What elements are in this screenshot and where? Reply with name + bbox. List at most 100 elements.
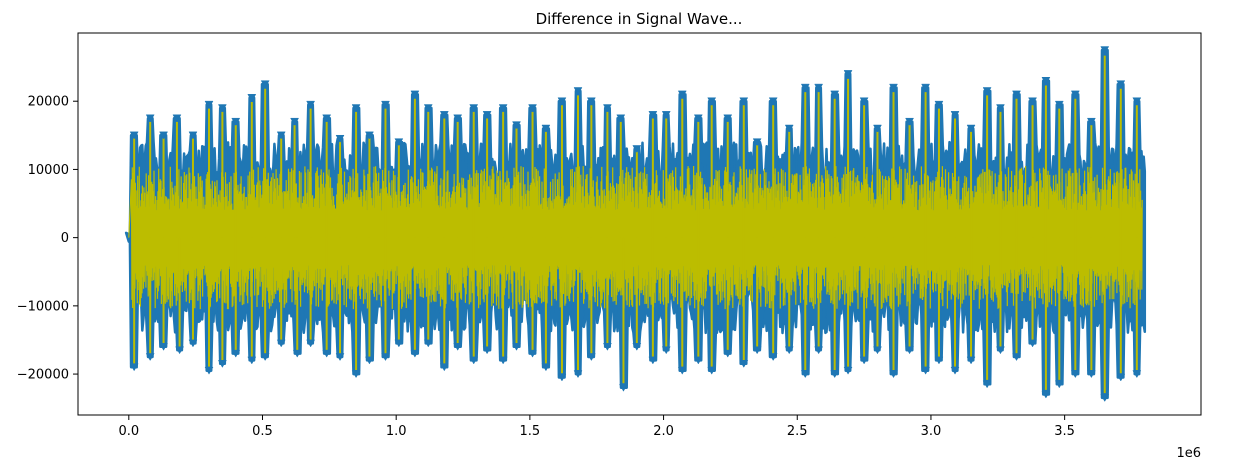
peak-marker	[1086, 117, 1096, 126]
trough-marker	[784, 346, 794, 355]
x-axis: 0.0 0.5 1.0 1.5 2.0 2.5 3.0 3.5	[118, 415, 1075, 439]
trough-marker	[1100, 394, 1110, 402]
trough-marker	[739, 360, 749, 368]
trough-marker	[557, 373, 567, 382]
peak-marker	[322, 114, 332, 123]
peak-marker	[648, 111, 658, 119]
y-tick-label: 10000	[28, 163, 69, 178]
peak-marker	[602, 104, 612, 113]
y-tick-label: 0	[61, 231, 69, 246]
peak-marker	[306, 100, 316, 109]
trough-marker	[950, 366, 960, 375]
trough-marker	[1028, 339, 1037, 348]
trough-marker	[1132, 370, 1142, 379]
peak-marker	[1100, 46, 1110, 55]
trough-marker	[260, 353, 270, 362]
trough-marker	[800, 370, 810, 379]
trough-marker	[677, 366, 687, 375]
trough-marker	[619, 383, 628, 392]
peak-marker	[739, 97, 749, 106]
trough-marker	[541, 363, 551, 372]
trough-marker	[1054, 380, 1064, 389]
trough-marker	[586, 353, 596, 362]
trough-marker	[602, 343, 612, 351]
peak-marker	[693, 114, 703, 123]
peak-marker	[573, 87, 583, 95]
x-tick-label: 0.5	[252, 424, 273, 439]
peak-marker	[541, 124, 551, 133]
peak-marker	[768, 97, 778, 106]
trough-marker	[905, 346, 914, 355]
x-offset-label: 1e6	[1176, 446, 1201, 461]
peak-marker-layer	[129, 46, 1142, 402]
trough-marker	[889, 370, 898, 379]
peak-marker	[814, 83, 824, 92]
trough-marker	[966, 356, 976, 365]
peak-marker	[921, 83, 931, 92]
peak-marker	[528, 104, 537, 113]
chart-title: Difference in Signal Wave...	[536, 10, 743, 28]
peak-marker	[661, 111, 671, 119]
trough-marker	[423, 339, 433, 348]
trough-marker	[335, 353, 345, 362]
peak-marker	[859, 97, 869, 106]
peak-marker	[260, 80, 270, 89]
y-tick-label: −20000	[17, 368, 69, 383]
peak-marker	[247, 94, 257, 102]
trough-marker	[1070, 370, 1080, 379]
peak-marker	[966, 124, 976, 133]
trough-marker	[830, 370, 840, 379]
peak-marker	[394, 138, 404, 147]
peak-marker	[512, 121, 521, 130]
trough-marker	[145, 353, 155, 362]
peak-marker	[351, 104, 361, 113]
peak-marker	[159, 131, 168, 140]
peak-marker	[934, 100, 944, 109]
peak-marker	[381, 100, 390, 109]
trough-marker	[1086, 370, 1096, 379]
peak-marker	[276, 131, 286, 140]
trough-marker	[188, 339, 198, 348]
y-axis: −20000 −10000 0 10000 20000	[17, 95, 78, 383]
trough-marker	[693, 356, 703, 365]
trough-marker	[632, 343, 642, 351]
peak-marker	[830, 90, 840, 99]
peak-marker	[1041, 77, 1051, 85]
peak-marker	[423, 104, 433, 113]
trough-marker	[498, 356, 508, 365]
trough-marker	[217, 360, 227, 368]
peak-marker	[439, 111, 449, 119]
peak-marker	[707, 97, 717, 106]
x-tick-label: 2.0	[653, 424, 674, 439]
trough-marker	[292, 349, 302, 358]
peak-marker	[586, 97, 596, 106]
trough-marker	[661, 346, 671, 355]
peak-marker	[1012, 90, 1021, 99]
trough-marker	[247, 356, 257, 365]
trough-marker	[1041, 390, 1051, 399]
trough-marker	[982, 380, 992, 389]
trough-marker	[453, 343, 463, 351]
peak-marker	[800, 83, 810, 92]
peak-marker	[632, 145, 642, 153]
peak-marker	[1070, 90, 1080, 99]
peak-marker	[410, 90, 420, 99]
peak-marker	[204, 100, 214, 109]
peak-marker	[873, 124, 882, 133]
difference-series-layer	[128, 55, 1143, 394]
peak-marker	[365, 131, 374, 140]
peak-marker	[129, 131, 139, 140]
peak-marker	[1132, 97, 1142, 106]
trough-marker	[439, 363, 449, 372]
trough-marker	[159, 343, 168, 351]
trough-marker	[859, 356, 869, 365]
trough-marker	[204, 366, 214, 375]
trough-marker	[1116, 373, 1126, 382]
peak-marker	[217, 104, 227, 113]
trough-marker	[469, 356, 479, 365]
trough-marker	[231, 349, 241, 358]
peak-marker	[843, 70, 853, 78]
x-tick-label: 0.0	[118, 424, 139, 439]
trough-marker	[276, 339, 286, 348]
trough-marker	[528, 349, 537, 358]
